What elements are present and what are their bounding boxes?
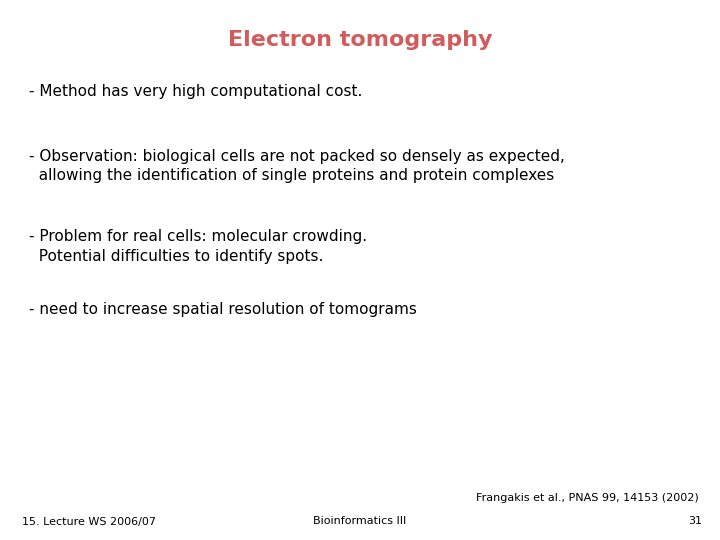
Text: - Problem for real cells: molecular crowding.
  Potential difficulties to identi: - Problem for real cells: molecular crow…	[29, 230, 367, 264]
Text: - need to increase spatial resolution of tomograms: - need to increase spatial resolution of…	[29, 302, 417, 318]
Text: - Method has very high computational cost.: - Method has very high computational cos…	[29, 84, 362, 99]
Text: Bioinformatics III: Bioinformatics III	[313, 516, 407, 526]
Text: Frangakis et al., PNAS 99, 14153 (2002): Frangakis et al., PNAS 99, 14153 (2002)	[476, 493, 698, 503]
Text: - Observation: biological cells are not packed so densely as expected,
  allowin: - Observation: biological cells are not …	[29, 148, 564, 183]
Text: 31: 31	[688, 516, 702, 526]
Text: Electron tomography: Electron tomography	[228, 30, 492, 50]
Text: 15. Lecture WS 2006/07: 15. Lecture WS 2006/07	[22, 516, 156, 526]
